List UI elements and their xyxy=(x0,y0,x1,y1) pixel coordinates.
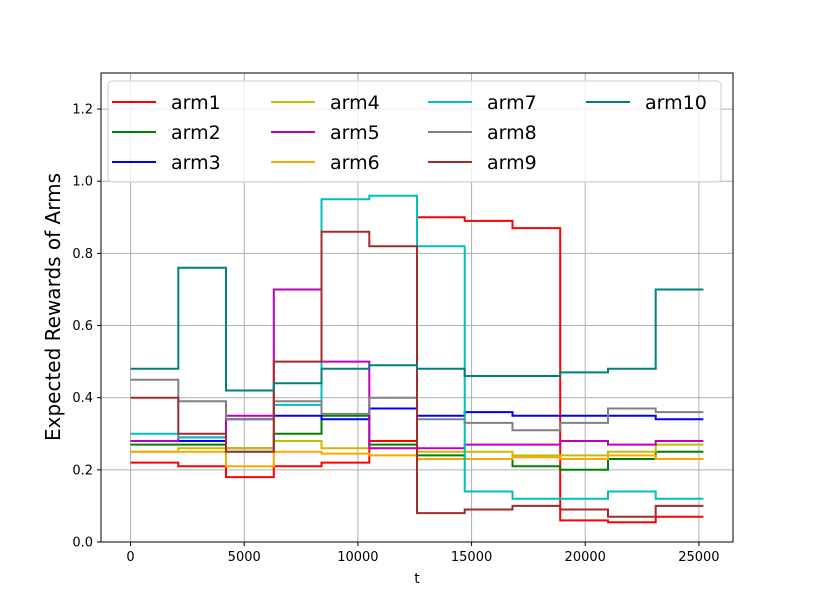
legend-label-arm5: arm5 xyxy=(330,122,380,144)
legend: arm1 arm2 arm3 arm4 arm5 arm6 arm7 arm8 arm9 arm1… xyxy=(107,80,722,183)
y-axis-label: Expected Rewards of Arms xyxy=(41,173,65,441)
x-tick-label: 25000 xyxy=(678,550,719,565)
series-line-arm10 xyxy=(130,266,704,392)
x-axis: 0 5000 10000 15000 20000 25000 xyxy=(126,542,720,565)
y-tick-label: 0.0 xyxy=(72,536,93,551)
legend-label-arm10: arm10 xyxy=(645,92,707,114)
x-tick-label: 20000 xyxy=(565,550,606,565)
legend-label-arm6: arm6 xyxy=(330,152,380,174)
legend-label-arm8: arm8 xyxy=(487,122,537,144)
y-tick-label: 0.4 xyxy=(72,391,93,406)
legend-box xyxy=(107,80,722,183)
legend-label-arm4: arm4 xyxy=(330,92,380,114)
legend-label-arm3: arm3 xyxy=(171,152,221,174)
x-tick-label: 5000 xyxy=(228,550,261,565)
legend-label-arm1: arm1 xyxy=(171,92,221,114)
x-tick-label: 10000 xyxy=(337,550,378,565)
y-tick-label: 0.2 xyxy=(72,463,93,478)
plot-frame xyxy=(100,72,734,543)
legend-label-arm2: arm2 xyxy=(171,122,221,144)
y-tick-label: 1.2 xyxy=(72,103,93,118)
legend-label-arm7: arm7 xyxy=(487,92,537,114)
x-tick-label: 0 xyxy=(126,550,134,565)
x-tick-label: 15000 xyxy=(451,550,492,565)
legend-label-arm9: arm9 xyxy=(487,152,537,174)
y-tick-label: 1.0 xyxy=(72,175,93,190)
x-axis-label: t xyxy=(414,571,420,587)
y-tick-label: 0.6 xyxy=(72,319,93,334)
y-tick-label: 0.8 xyxy=(72,247,93,262)
series-group xyxy=(130,194,704,524)
series-line-arm5 xyxy=(130,288,704,450)
series-line-arm9 xyxy=(130,230,704,518)
y-axis: 0.0 0.2 0.4 0.6 0.8 1.0 1.2 xyxy=(72,103,101,551)
